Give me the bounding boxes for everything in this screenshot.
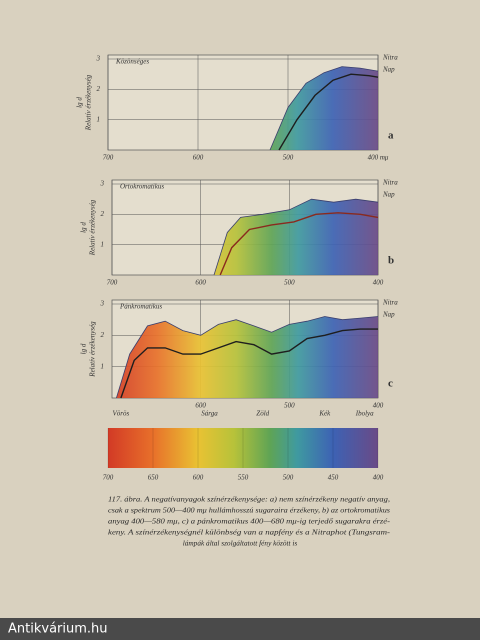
- y-tick-label: 2: [101, 331, 105, 339]
- x-tick-label: 400: [373, 279, 384, 287]
- x-tick-label: 700: [103, 154, 114, 162]
- panel-title: Közönséges: [115, 58, 149, 66]
- x-tick-label: 400 mμ: [368, 154, 389, 162]
- x-tick-label: 550: [238, 474, 249, 482]
- x-tick-label: 500: [284, 402, 295, 410]
- x-tick-label: 400: [373, 474, 384, 482]
- series-line: [120, 328, 378, 399]
- x-tick-label: 500: [283, 474, 294, 482]
- legend-label: Nap: [382, 191, 395, 199]
- y-tick-label: 2: [97, 85, 101, 93]
- y-axis-label: Relatív érzékenység: [89, 321, 97, 378]
- color-label: Kék: [318, 410, 331, 418]
- legend-label: Nitra: [382, 54, 398, 62]
- x-tick-label: 450: [328, 474, 339, 482]
- panel-letter: a: [388, 130, 394, 142]
- x-tick-label: 600: [195, 402, 206, 410]
- watermark-band: [0, 618, 480, 640]
- panel-title: Ortokromatikus: [120, 183, 164, 191]
- y-tick-label: 2: [101, 210, 105, 218]
- y-axis-label: Relatív érzékenység: [85, 74, 93, 131]
- caption-line: lámpák által szolgáltatott fény között i…: [183, 539, 298, 548]
- y-axis-label: lg d: [76, 97, 84, 108]
- legend-label: Nap: [382, 311, 395, 319]
- legend-label: Nap: [382, 66, 395, 74]
- y-tick-label: 3: [100, 180, 105, 188]
- y-tick-label: 1: [101, 362, 105, 370]
- x-tick-label: 700: [107, 279, 118, 287]
- series-line: [269, 66, 379, 151]
- panel-title: Pánkromatikus: [119, 303, 162, 311]
- color-label: Vörös: [112, 410, 129, 418]
- y-axis-label: lg d: [80, 222, 88, 233]
- caption-line: keny. A színérzékenységnél különbség van…: [108, 528, 391, 537]
- series-line: [278, 73, 379, 151]
- sensitivity-area: [270, 66, 378, 150]
- legend-label: Nitra: [382, 179, 398, 187]
- color-label: Zöld: [256, 410, 269, 418]
- panel-letter: c: [388, 378, 393, 390]
- series-line: [213, 198, 379, 276]
- caption-line: csak a spektrum 500—400 mμ hullámhosszú …: [108, 506, 390, 515]
- watermark: Antikvárium.hu: [8, 622, 108, 637]
- color-label: Ibolya: [355, 410, 374, 418]
- y-tick-label: 3: [96, 55, 101, 63]
- panel-letter: b: [388, 255, 394, 267]
- spectrum-bar: [108, 428, 378, 468]
- x-tick-label: 600: [193, 474, 204, 482]
- y-tick-label: 1: [97, 115, 101, 123]
- x-tick-label: 600: [195, 279, 206, 287]
- series-line: [219, 212, 379, 276]
- sensitivity-area: [213, 199, 378, 275]
- y-axis-label: Relatív érzékenység: [89, 199, 97, 256]
- x-tick-label: 500: [283, 154, 294, 162]
- color-label: Sárga: [201, 410, 218, 418]
- legend-label: Nitra: [382, 299, 398, 307]
- y-axis-label: lg d: [80, 343, 88, 354]
- y-tick-label: 1: [101, 240, 105, 248]
- x-tick-label: 700: [103, 474, 114, 482]
- x-tick-label: 400: [373, 402, 384, 410]
- caption-line: 117. ábra. A negatívanyagok színérzékeny…: [108, 495, 390, 504]
- series-line: [116, 316, 379, 399]
- caption-line: anyag 400—580 mμ, c) a pánkromatikus 400…: [108, 517, 391, 526]
- x-tick-label: 500: [284, 279, 295, 287]
- x-tick-label: 600: [193, 154, 204, 162]
- y-tick-label: 3: [100, 300, 105, 308]
- x-tick-label: 650: [148, 474, 159, 482]
- sensitivity-area: [116, 316, 379, 398]
